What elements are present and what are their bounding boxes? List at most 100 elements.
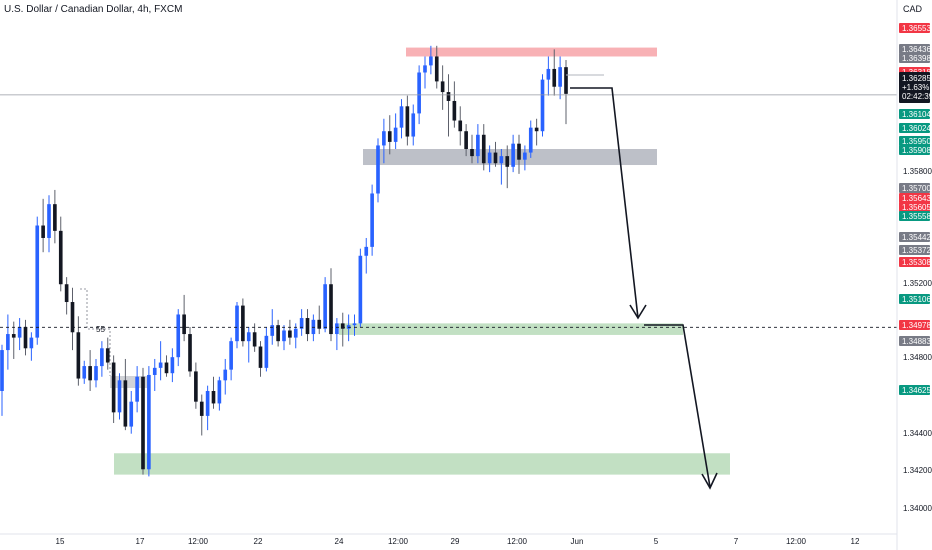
candle[interactable] [246, 326, 251, 363]
candle[interactable] [434, 45, 439, 89]
candle[interactable] [182, 294, 186, 342]
candle[interactable] [58, 216, 63, 292]
candle[interactable] [423, 56, 427, 89]
candle[interactable] [505, 145, 510, 189]
candle[interactable] [176, 309, 181, 367]
candle[interactable] [376, 138, 380, 203]
candle[interactable] [346, 314, 351, 342]
candle[interactable] [17, 318, 22, 351]
candle[interactable] [452, 81, 457, 128]
candle[interactable] [382, 118, 386, 164]
candle[interactable] [129, 390, 134, 434]
candle[interactable] [440, 65, 445, 110]
candle-body [170, 357, 175, 374]
candle[interactable] [370, 184, 374, 256]
candle[interactable] [399, 99, 404, 139]
candle[interactable] [152, 358, 157, 391]
candle[interactable] [311, 314, 316, 342]
candle[interactable] [199, 394, 204, 436]
candle[interactable] [188, 326, 192, 377]
candle[interactable] [6, 314, 10, 370]
candle[interactable] [147, 366, 151, 477]
candle[interactable] [329, 268, 333, 342]
candle[interactable] [235, 302, 239, 349]
candle[interactable] [282, 325, 286, 351]
candle[interactable] [229, 337, 233, 381]
candle[interactable] [393, 113, 398, 150]
candle[interactable] [464, 124, 468, 157]
candle[interactable] [470, 134, 474, 164]
price-badge-bg [899, 320, 930, 330]
candle[interactable] [387, 115, 392, 155]
candle[interactable] [552, 49, 557, 96]
candle[interactable] [105, 337, 110, 370]
candle[interactable] [335, 318, 339, 351]
candle[interactable] [94, 358, 98, 388]
candle[interactable] [100, 341, 104, 377]
candle[interactable] [23, 319, 28, 356]
candle[interactable] [476, 124, 480, 164]
candle[interactable] [493, 141, 498, 167]
candle[interactable] [481, 124, 486, 171]
candle[interactable] [164, 355, 169, 377]
candle-body [6, 334, 10, 351]
candle[interactable] [446, 74, 451, 137]
candle[interactable] [458, 106, 463, 146]
candle[interactable] [47, 195, 51, 253]
candle[interactable] [411, 104, 416, 146]
candle[interactable] [141, 367, 145, 475]
candle[interactable] [511, 134, 515, 173]
candle[interactable] [117, 373, 122, 420]
candle[interactable] [194, 362, 198, 409]
candle[interactable] [340, 312, 345, 347]
candle[interactable] [158, 341, 163, 381]
candle[interactable] [111, 355, 116, 424]
candle[interactable] [528, 120, 533, 158]
candle[interactable] [170, 348, 175, 383]
candle[interactable] [241, 298, 245, 347]
candle[interactable] [64, 277, 69, 315]
candle[interactable] [252, 323, 257, 352]
candle[interactable] [364, 237, 369, 274]
candle[interactable] [405, 95, 410, 146]
measure-bracket [80, 288, 111, 376]
candle[interactable] [211, 376, 216, 409]
candle[interactable] [564, 60, 568, 125]
candle[interactable] [323, 277, 327, 333]
candle[interactable] [305, 309, 310, 342]
candle[interactable] [358, 248, 363, 327]
candle[interactable] [299, 309, 304, 336]
candle[interactable] [82, 360, 87, 384]
candle[interactable] [11, 321, 16, 359]
candle[interactable] [88, 350, 92, 391]
candle[interactable] [53, 189, 57, 244]
candle[interactable] [352, 314, 357, 336]
candle[interactable] [499, 149, 504, 185]
candle-body [88, 366, 92, 381]
candle[interactable] [135, 366, 139, 413]
candle[interactable] [317, 305, 322, 335]
candle[interactable] [258, 341, 263, 377]
candle[interactable] [429, 45, 433, 75]
candle[interactable] [76, 316, 81, 386]
candle[interactable] [41, 198, 45, 253]
candle[interactable] [29, 332, 34, 361]
candle[interactable] [487, 145, 492, 173]
candle[interactable] [205, 385, 210, 431]
candle[interactable] [276, 319, 280, 347]
candle[interactable] [70, 287, 75, 351]
candle[interactable] [217, 376, 222, 411]
candle[interactable] [35, 216, 40, 345]
candle[interactable] [546, 56, 551, 96]
candle[interactable] [558, 56, 562, 100]
candle[interactable] [540, 74, 545, 137]
candle[interactable] [517, 134, 521, 174]
candle[interactable] [223, 358, 228, 395]
candle[interactable] [264, 326, 269, 372]
candle[interactable] [534, 118, 539, 146]
candle[interactable] [288, 319, 292, 345]
candle[interactable] [0, 344, 4, 416]
candle[interactable] [123, 358, 128, 431]
candle[interactable] [523, 145, 527, 171]
